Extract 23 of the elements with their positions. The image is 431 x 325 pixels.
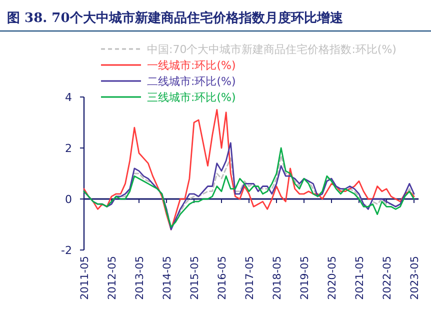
x-tick-label: 2018-05: [272, 256, 284, 300]
x-tick-label: 2013-05: [134, 256, 146, 300]
y-tick-label: 0: [65, 193, 72, 206]
x-tick-label: 2022-05: [382, 256, 394, 300]
legend-label: 中国:70个大中城市新建商品住宅价格指数:环比(%): [147, 43, 396, 56]
x-tick-label: 2016-05: [216, 256, 228, 300]
x-tick-label: 2017-05: [244, 256, 256, 300]
x-tick-label: 2012-05: [106, 256, 118, 300]
y-tick-label: 2: [65, 142, 72, 155]
chart-title: 图 38. 70个大中城市新建商品住宅价格指数月度环比增速: [7, 10, 344, 26]
x-tick-label: 2014-05: [162, 256, 174, 300]
x-tick-label: 2015-05: [189, 256, 201, 300]
x-tick-label: 2023-05: [409, 256, 421, 300]
legend-label: 三线城市:环比(%): [147, 91, 236, 104]
line-series: [83, 109, 415, 230]
x-tick-label: 2020-05: [326, 256, 338, 300]
x-tick-label: 2011-05: [79, 256, 91, 300]
x-tick-label: 2019-05: [299, 256, 311, 300]
x-tick-label: 2021-05: [354, 256, 366, 300]
y-tick-label: 4: [65, 91, 72, 104]
legend-label: 一线城市:环比(%): [147, 59, 236, 72]
y-tick-label: -2: [61, 244, 72, 257]
legend-label: 二线城市:环比(%): [147, 75, 236, 88]
